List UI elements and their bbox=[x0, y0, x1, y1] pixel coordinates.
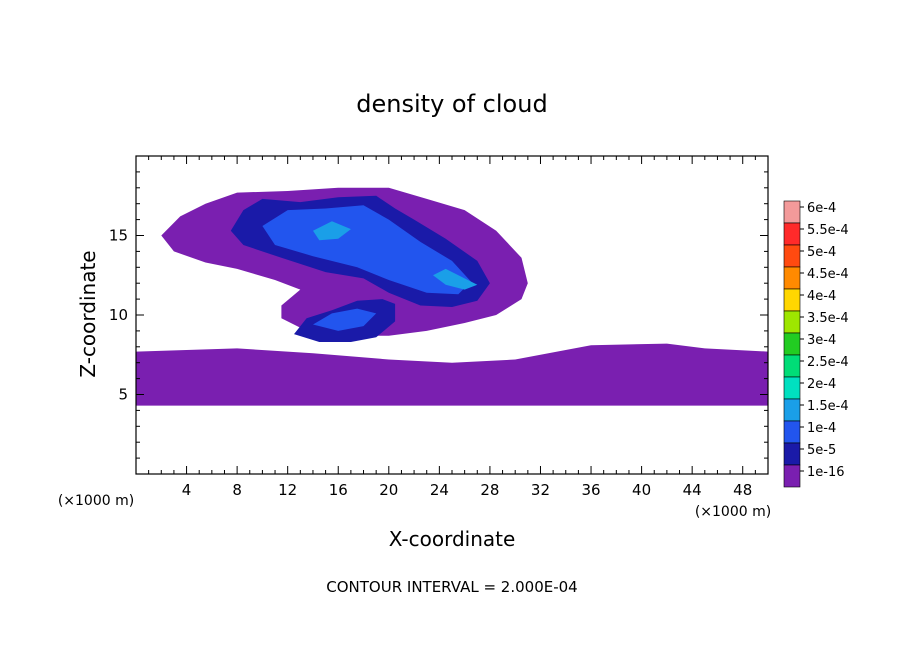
x-tick-label-8: 8 bbox=[232, 481, 242, 499]
x-tick-label-16: 16 bbox=[329, 481, 348, 499]
density-field bbox=[136, 187, 768, 406]
colorbar-label-3: 4.5e-4 bbox=[807, 267, 849, 282]
chart-title: density of cloud bbox=[356, 90, 547, 118]
colorbar-label-0: 6e-4 bbox=[807, 201, 836, 216]
y-tick-label-5: 5 bbox=[118, 386, 128, 404]
y-axis-ticks: 5 10 15 bbox=[109, 227, 128, 404]
density-region-4 bbox=[262, 205, 471, 295]
x-axis-ticks: 4 8 12 16 20 24 28 32 36 40 44 48 bbox=[182, 481, 752, 499]
colorbar-swatch-0 bbox=[783, 200, 801, 224]
colorbar-swatch-6 bbox=[783, 332, 801, 356]
colorbar-swatch-8 bbox=[783, 376, 801, 400]
colorbar-swatch-12 bbox=[783, 464, 801, 488]
colorbar-swatch-10 bbox=[783, 420, 801, 444]
colorbar-swatch-4 bbox=[783, 288, 801, 312]
colorbar-label-9: 1.5e-4 bbox=[807, 399, 849, 414]
colorbar-swatch-1 bbox=[783, 222, 801, 246]
y-axis-label: Z-coordinate bbox=[76, 250, 100, 377]
colorbar-label-5: 3.5e-4 bbox=[807, 311, 849, 326]
x-tick-label-24: 24 bbox=[430, 481, 449, 499]
density-region-6 bbox=[433, 268, 478, 290]
colorbar-label-6: 3e-4 bbox=[807, 333, 836, 348]
x-axis-label: X-coordinate bbox=[389, 527, 516, 551]
x-tick-label-40: 40 bbox=[632, 481, 651, 499]
x-tick-label-20: 20 bbox=[379, 481, 398, 499]
colorbar-swatch-7 bbox=[783, 354, 801, 378]
colorbar-legend: 6e-4 5.5e-4 5e-4 4.5e-4 4e-4 3.5e-4 3e-4 2.5e-4… bbox=[783, 200, 849, 488]
x-tick-label-12: 12 bbox=[278, 481, 297, 499]
x-tick-label-36: 36 bbox=[581, 481, 600, 499]
colorbar-label-7: 2.5e-4 bbox=[807, 355, 849, 370]
colorbar-swatch-11 bbox=[783, 442, 801, 466]
colorbar-label-12: 1e-16 bbox=[807, 465, 845, 480]
contour-interval-note: CONTOUR INTERVAL = 2.000E-04 bbox=[326, 578, 577, 596]
colorbar-label-1: 5.5e-4 bbox=[807, 223, 849, 238]
colorbar-swatch-9 bbox=[783, 398, 801, 422]
x-tick-label-44: 44 bbox=[683, 481, 702, 499]
plot-area bbox=[135, 155, 769, 475]
x-tick-label-28: 28 bbox=[480, 481, 499, 499]
x-unit-label-right: (×1000 m) bbox=[695, 504, 771, 520]
y-tick-label-10: 10 bbox=[109, 306, 128, 324]
density-region-5 bbox=[313, 308, 377, 331]
colorbar-label-10: 1e-4 bbox=[807, 421, 836, 436]
x-tick-label-4: 4 bbox=[182, 481, 192, 499]
density-region-0 bbox=[136, 343, 768, 406]
colorbar-label-4: 4e-4 bbox=[807, 289, 836, 304]
colorbar-swatch-2 bbox=[783, 244, 801, 268]
x-tick-label-48: 48 bbox=[733, 481, 752, 499]
colorbar-label-2: 5e-4 bbox=[807, 245, 836, 260]
x-tick-label-32: 32 bbox=[531, 481, 550, 499]
x-unit-label-left: (×1000 m) bbox=[58, 493, 134, 509]
density-region-7 bbox=[313, 221, 351, 241]
colorbar-label-11: 5e-5 bbox=[807, 443, 836, 458]
colorbar-label-8: 2e-4 bbox=[807, 377, 836, 392]
y-tick-label-15: 15 bbox=[109, 227, 128, 245]
colorbar-swatch-3 bbox=[783, 266, 801, 290]
colorbar-swatch-5 bbox=[783, 310, 801, 334]
